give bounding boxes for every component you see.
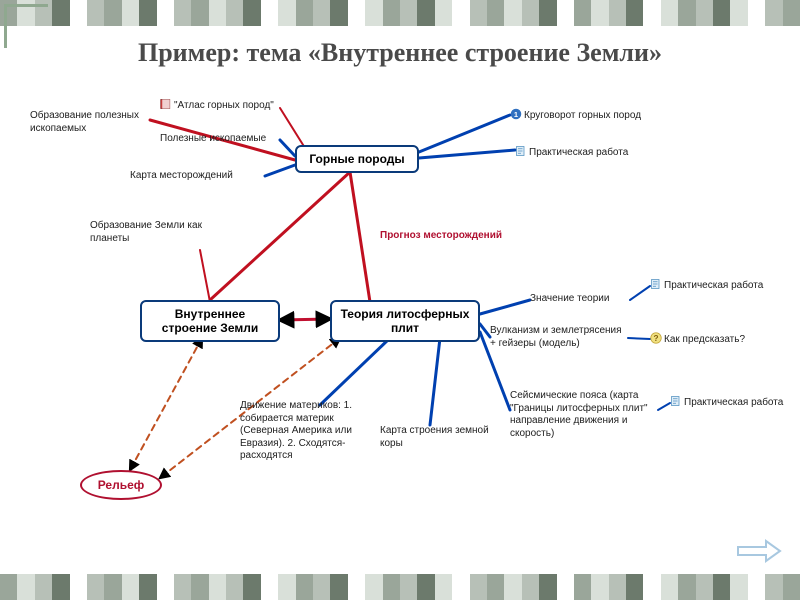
node-inner-structure: Внутреннее строение Земли (140, 300, 280, 342)
label-l_map_dep: Карта месторождений (130, 170, 270, 183)
nav-next-arrow[interactable] (736, 539, 782, 568)
label-l_prognoz: Прогноз месторождений (380, 230, 530, 243)
label-l_pract1: Практическая работа (515, 145, 665, 160)
label-l_seismic: Сейсмические пояса (карта "Границы литос… (510, 390, 660, 440)
svg-text:1: 1 (514, 110, 518, 119)
label-l_crust: Карта строения земной коры (380, 425, 490, 450)
label-l_mining: Образование полезных ископаемых (30, 110, 150, 135)
decorative-stripe-top (0, 0, 800, 26)
node-plate-theory: Теория литосферных плит (330, 300, 480, 342)
decorative-stripe-bottom (0, 574, 800, 600)
label-l_motion: Движение материков: 1. собирается матери… (240, 400, 380, 463)
label-l_volcan: Вулканизм и землетрясения + гейзеры (мод… (490, 325, 630, 350)
label-l_useful: Полезные ископаемые (160, 133, 300, 146)
node-rocks: Горные породы (295, 145, 419, 173)
slide-title: Пример: тема «Внутреннее строение Земли» (0, 38, 800, 68)
label-l_pract3: Практическая работа (670, 395, 790, 410)
label-l_meaning: Значение теории (530, 293, 640, 306)
label-l_cycle: 1Круговорот горных пород (510, 108, 670, 123)
diagram-canvas: Горные породы Внутреннее строение Земли … (10, 80, 790, 570)
label-l_pract2: Практическая работа (650, 278, 780, 293)
label-l_earth_form: Образование Земли как планеты (90, 220, 230, 245)
svg-text:?: ? (653, 334, 658, 343)
label-l_how: ?Как предсказать? (650, 332, 770, 347)
node-relief: Рельеф (80, 470, 162, 500)
label-l_atlas: "Атлас горных пород" (160, 98, 310, 113)
